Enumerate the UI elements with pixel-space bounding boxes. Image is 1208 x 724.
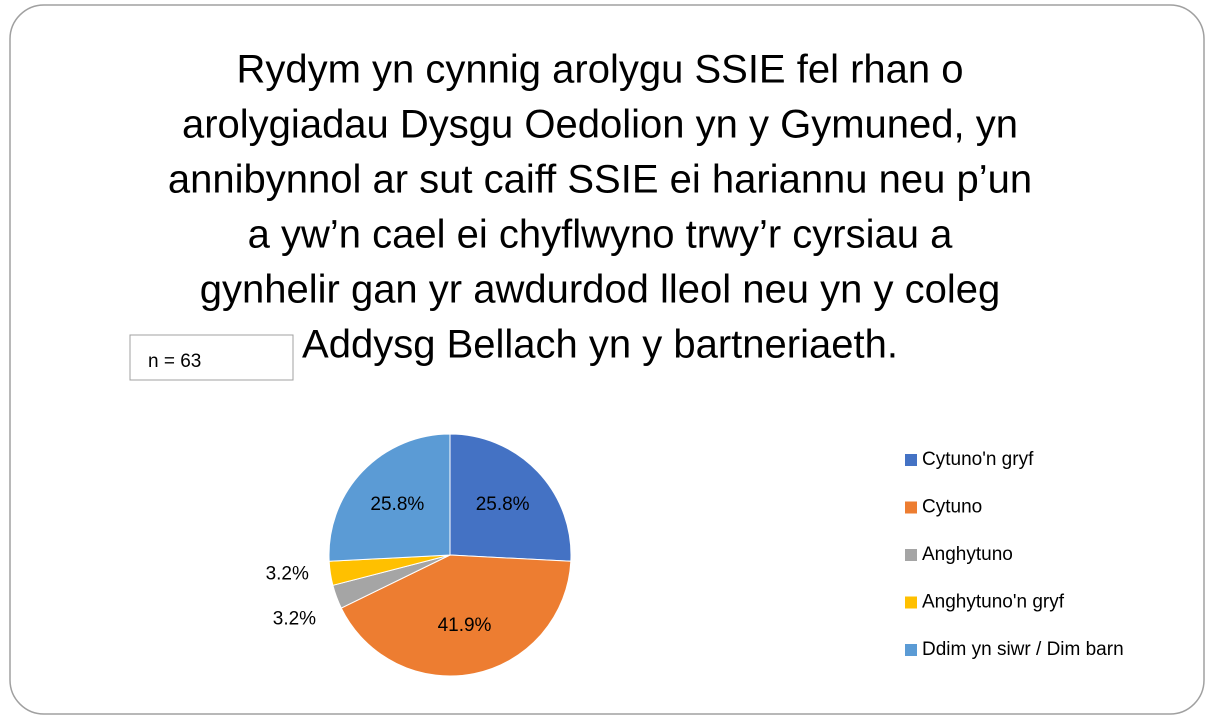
legend-swatch — [905, 596, 917, 609]
data-label: 41.9% — [438, 615, 492, 636]
data-label: 25.8% — [476, 494, 530, 515]
legend-label: Cytuno'n gryf — [922, 449, 1034, 470]
data-label: 25.8% — [370, 494, 424, 515]
legend-label: Anghytuno'n gryf — [922, 592, 1065, 613]
legend-label: Cytuno — [922, 497, 982, 518]
pie-slice — [449, 433, 572, 562]
chart-title: gynhelir gan yr awdurdod lleol neu yn y … — [200, 268, 1001, 312]
legend-swatch — [905, 644, 917, 656]
legend-swatch — [905, 454, 917, 466]
legend-label: Anghytuno — [922, 544, 1013, 565]
pie-slice — [328, 433, 451, 562]
chart-title: arolygiadau Dysgu Oedolion yn y Gymuned,… — [182, 103, 1018, 147]
chart-title: annibynnol ar sut caiff SSIE ei hariannu… — [168, 158, 1032, 202]
chart-title: Addysg Bellach yn y bartneriaeth. — [302, 323, 898, 367]
chart-title: Rydym yn cynnig arolygu SSIE fel rhan o — [236, 48, 963, 92]
legend-swatch — [905, 501, 917, 514]
legend-swatch — [905, 549, 917, 561]
pie-slice — [340, 554, 572, 677]
data-label: 3.2% — [266, 564, 309, 585]
annotation: n = 63 — [148, 351, 201, 372]
data-label: 3.2% — [273, 608, 316, 629]
annotation-box — [129, 334, 294, 381]
legend-label: Ddim yn siwr / Dim barn — [922, 639, 1124, 660]
frame — [9, 4, 1205, 715]
chart-title: a yw’n cael ei chyflwyno trwy’r cyrsiau … — [248, 213, 953, 257]
